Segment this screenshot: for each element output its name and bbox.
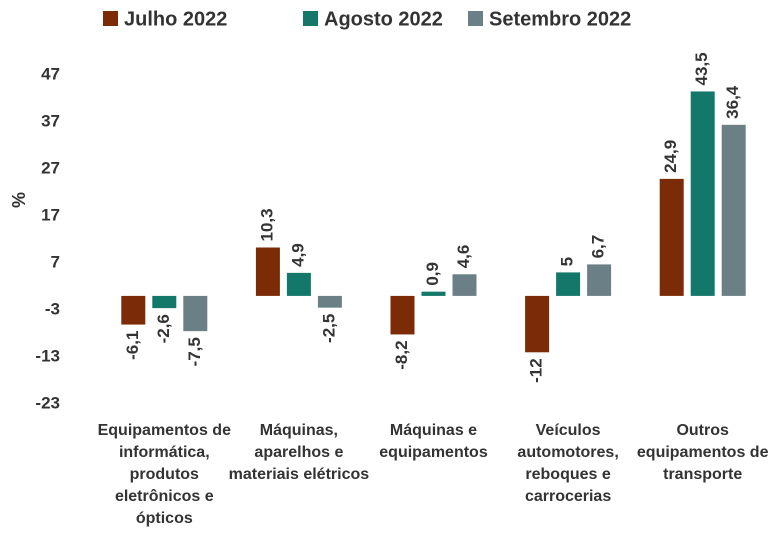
data-label: 4,6 [454,245,473,269]
y-tick-label: 17 [41,205,60,224]
y-axis-label: % [9,192,29,208]
data-label: -7,5 [185,337,204,366]
bar [587,264,612,296]
y-tick-label: 37 [41,111,60,130]
legend-label: Julho 2022 [124,8,227,30]
data-label: -8,2 [392,340,411,369]
data-label: 0,9 [423,262,442,286]
y-tick-label: 27 [41,158,60,177]
legend-swatch [468,11,483,26]
legend-label: Setembro 2022 [489,8,631,30]
data-label: 24,9 [661,140,680,173]
x-tick-label: Veículos automotores, reboques e carroce… [517,422,619,505]
data-label: 10,3 [257,208,276,241]
x-tick-label: Máquinas, aparelhos e materiais elétrico… [228,422,370,483]
bar [121,295,146,325]
x-tick-label: Outros equipamentos de transporte [636,422,769,483]
bar [255,247,280,296]
legend-swatch [103,11,118,26]
bar [286,272,311,296]
data-label: -2,5 [319,314,338,343]
bar [525,295,550,353]
y-tick-label: -13 [35,346,60,365]
data-label: 36,4 [723,85,742,119]
bar [152,295,177,309]
bar [390,295,415,335]
bar [317,295,342,308]
legend-label: Agosto 2022 [324,8,443,30]
x-tick-label: Máquinas e equipamentos [379,422,488,461]
y-tick-label: 7 [51,252,60,271]
bar [556,272,581,296]
bar [721,124,746,296]
bar [421,291,446,296]
y-tick-label: -23 [35,393,60,412]
data-label: 4,9 [288,243,307,267]
data-label: -6,1 [123,331,142,360]
legend-swatch [303,11,318,26]
data-label: -12 [527,358,546,383]
x-tick-label: Equipamentos de informática, produtos el… [97,422,231,527]
data-label: -2,6 [154,314,173,343]
bar [690,91,715,296]
bar [659,178,684,296]
y-tick-label: 47 [41,64,60,83]
y-tick-label: -3 [45,299,60,318]
data-label: 5 [558,257,577,266]
data-label: 43,5 [692,52,711,85]
bar [452,274,477,296]
data-label: 6,7 [589,235,608,259]
bar [183,295,208,332]
